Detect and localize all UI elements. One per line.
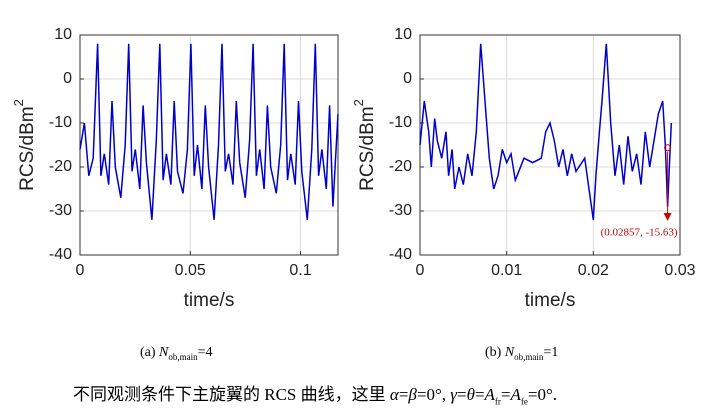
caption-sub: fe: [520, 396, 528, 407]
annotation-marker: [664, 144, 672, 152]
y-axis-label-text: RCS/dBm: [357, 106, 378, 190]
subcaption-a: (a) Nob,main=4: [140, 345, 213, 362]
caption-var: N: [159, 345, 169, 360]
annotation-arrowhead: [663, 213, 672, 221]
y-tick-label: 0: [403, 70, 412, 87]
y-tick-label: -40: [49, 246, 72, 263]
axes-box: [79, 34, 339, 256]
y-axis-label-sup: 2: [351, 99, 366, 106]
x-tick-label: 0.05: [175, 262, 206, 279]
x-tick-label: 0.03: [664, 262, 695, 279]
line-series: [79, 43, 339, 220]
caption-text: =: [398, 385, 409, 404]
caption-var: A: [510, 385, 521, 404]
x-axis-label: time/s: [184, 290, 235, 311]
caption-text: =0°,: [416, 385, 451, 404]
figure-caption: 不同观测条件下主旋翼的 RCS 曲线，这里 α=β=0°, γ=θ=Afr=Af…: [73, 380, 557, 406]
axes-box: [419, 34, 681, 256]
caption-text: =: [500, 385, 511, 404]
caption-sub: ob,main: [514, 351, 544, 362]
caption-text: (b): [485, 345, 505, 360]
x-tick-label: 0.1: [289, 262, 311, 279]
y-tick-label: 10: [394, 26, 412, 43]
annotation-label: (0.02857, -15.63): [601, 227, 678, 239]
x-tick-label: 0: [416, 262, 425, 279]
caption-sub: ob,main: [168, 351, 198, 362]
y-tick-label: -10: [389, 114, 412, 131]
y-tick-label: -40: [389, 246, 412, 263]
caption-text: =: [474, 385, 485, 404]
y-tick-label: 0: [63, 70, 72, 87]
x-tick-label: 0.02: [578, 262, 609, 279]
y-axis-label-text: RCS/dBm: [17, 106, 38, 190]
subcaption-b: (b) Nob,main=1: [485, 345, 558, 362]
y-tick-label: -20: [49, 158, 72, 175]
y-axis-label: RCS/dBm2: [351, 99, 378, 191]
y-tick-label: -10: [49, 114, 72, 131]
x-axis-label: time/s: [525, 290, 576, 311]
caption-var: θ: [466, 385, 475, 404]
caption-sub: fr: [494, 396, 501, 407]
caption-text: 不同观测条件下主旋翼的 RCS 曲线，这里: [73, 385, 390, 404]
caption-text: =1: [543, 345, 559, 360]
x-tick-label: 0: [76, 262, 85, 279]
caption-text: =4: [197, 345, 213, 360]
y-tick-label: -30: [49, 202, 72, 219]
y-tick-label: -30: [389, 202, 412, 219]
x-tick-label: 0.01: [491, 262, 522, 279]
caption-var: N: [504, 345, 515, 360]
caption-text: =0°.: [527, 385, 558, 404]
y-tick-label: 10: [54, 26, 72, 43]
caption-text: (a): [140, 345, 160, 360]
y-tick-label: -20: [389, 158, 412, 175]
caption-text: =: [456, 385, 467, 404]
caption-var: A: [484, 385, 495, 404]
caption-var: γ: [450, 385, 457, 404]
y-axis-label-sup: 2: [11, 99, 26, 106]
caption-var: α: [389, 385, 399, 404]
line-series: [419, 43, 673, 220]
caption-var: β: [408, 385, 417, 404]
y-axis-label: RCS/dBm2: [11, 99, 38, 191]
